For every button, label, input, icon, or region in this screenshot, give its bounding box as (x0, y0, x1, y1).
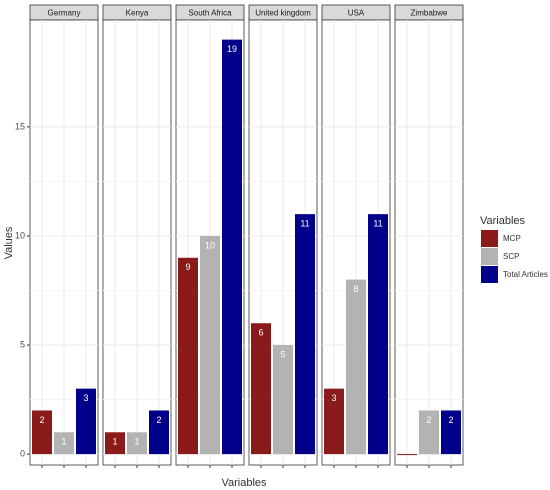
bar (295, 214, 315, 455)
legend-title: Variables (480, 215, 526, 227)
bar (200, 235, 220, 455)
bar (54, 432, 74, 455)
data-label: 3 (331, 393, 336, 403)
bar (324, 388, 344, 455)
data-label: 11 (373, 219, 382, 229)
bar (222, 39, 242, 455)
legend-key (481, 230, 498, 247)
y-tick-label: 5 (20, 339, 25, 349)
data-label: 2 (156, 415, 161, 425)
bar (419, 410, 439, 455)
bar (178, 257, 198, 455)
bar (368, 214, 388, 455)
data-label: 11 (300, 219, 309, 229)
facet-label: Zimbabwe (411, 9, 448, 18)
data-label: 3 (83, 393, 88, 403)
legend-key (481, 248, 498, 265)
bar (251, 323, 271, 455)
bar (346, 279, 366, 455)
bar (149, 410, 169, 455)
facet-label: United kingdom (255, 9, 311, 18)
bar (76, 388, 96, 455)
y-tick-label: 0 (20, 448, 25, 458)
bar (32, 410, 52, 455)
data-label: 5 (280, 349, 285, 359)
legend-label: SCP (503, 252, 519, 261)
data-label: 8 (353, 284, 358, 294)
data-label: 2 (39, 415, 44, 425)
data-label: 19 (227, 44, 237, 54)
bar (397, 454, 417, 456)
facet-label: South Africa (188, 9, 232, 18)
data-label: 1 (134, 437, 139, 447)
data-label: 2 (448, 415, 453, 425)
y-tick-label: 10 (15, 230, 25, 240)
data-label: 2 (426, 415, 431, 425)
data-label: 6 (258, 328, 263, 338)
facet-label: Kenya (126, 9, 149, 18)
data-label: 10 (205, 240, 215, 250)
data-label: 1 (61, 437, 66, 447)
data-label: 9 (185, 262, 190, 272)
legend-key (481, 266, 498, 283)
y-tick-label: 15 (15, 121, 25, 131)
data-label: 1 (112, 437, 117, 447)
bar (441, 410, 461, 455)
x-axis-title: Variables (221, 477, 267, 489)
facet-label: Germany (48, 9, 81, 18)
facet-label: USA (348, 9, 365, 18)
bar (273, 345, 293, 455)
bar (105, 432, 125, 455)
y-axis-title: Values (3, 226, 15, 259)
bar (127, 432, 147, 455)
legend-label: MCP (503, 234, 521, 243)
legend-label: Total Articles (503, 270, 548, 279)
